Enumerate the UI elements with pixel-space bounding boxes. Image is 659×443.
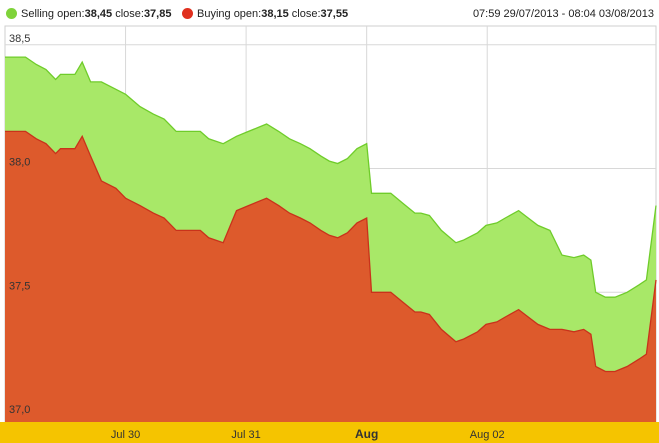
selling-prefix: Selling open: — [21, 8, 85, 20]
x-tick-label: Aug 02 — [470, 429, 505, 441]
y-tick-label: 38,0 — [9, 157, 30, 169]
selling-line — [5, 56, 657, 298]
selling-close-label: close: — [112, 8, 144, 20]
series-areas — [5, 56, 657, 422]
legend-selling[interactable]: Selling open:38,45 close:37,85 — [6, 8, 171, 20]
x-axis-band — [0, 422, 659, 443]
y-tick-label: 37,5 — [9, 280, 30, 292]
x-axis-labels: Jul 30 Jul 31 Aug Aug 02 — [111, 427, 505, 441]
legend-buying[interactable]: Buying open:38,15 close:37,55 — [182, 8, 348, 20]
buying-close-value: 37,55 — [320, 8, 349, 20]
selling-open-value: 38,45 — [84, 8, 113, 20]
y-tick-label: 37,0 — [9, 404, 30, 416]
buying-prefix: Buying open: — [197, 8, 262, 20]
date-range: 07:59 29/07/2013 - 08:04 03/08/2013 — [472, 8, 654, 20]
buying-open-value: 38,15 — [261, 8, 289, 20]
x-tick-label: Aug — [355, 427, 378, 441]
selling-dot-icon — [6, 8, 17, 19]
x-tick-label: Jul 30 — [111, 429, 140, 441]
buying-area — [5, 131, 656, 422]
buying-line — [5, 130, 657, 373]
buying-dot-icon — [182, 8, 193, 19]
buying-close-label: close: — [288, 8, 321, 20]
y-axis-labels: 37,0 37,5 38,0 38,5 — [9, 33, 30, 416]
selling-close-value: 37,85 — [143, 8, 172, 20]
legend: Selling open:38,45 close:37,85 Buying op… — [0, 0, 659, 26]
y-tick-label: 38,5 — [9, 33, 30, 45]
x-tick-label: Jul 31 — [231, 429, 260, 441]
